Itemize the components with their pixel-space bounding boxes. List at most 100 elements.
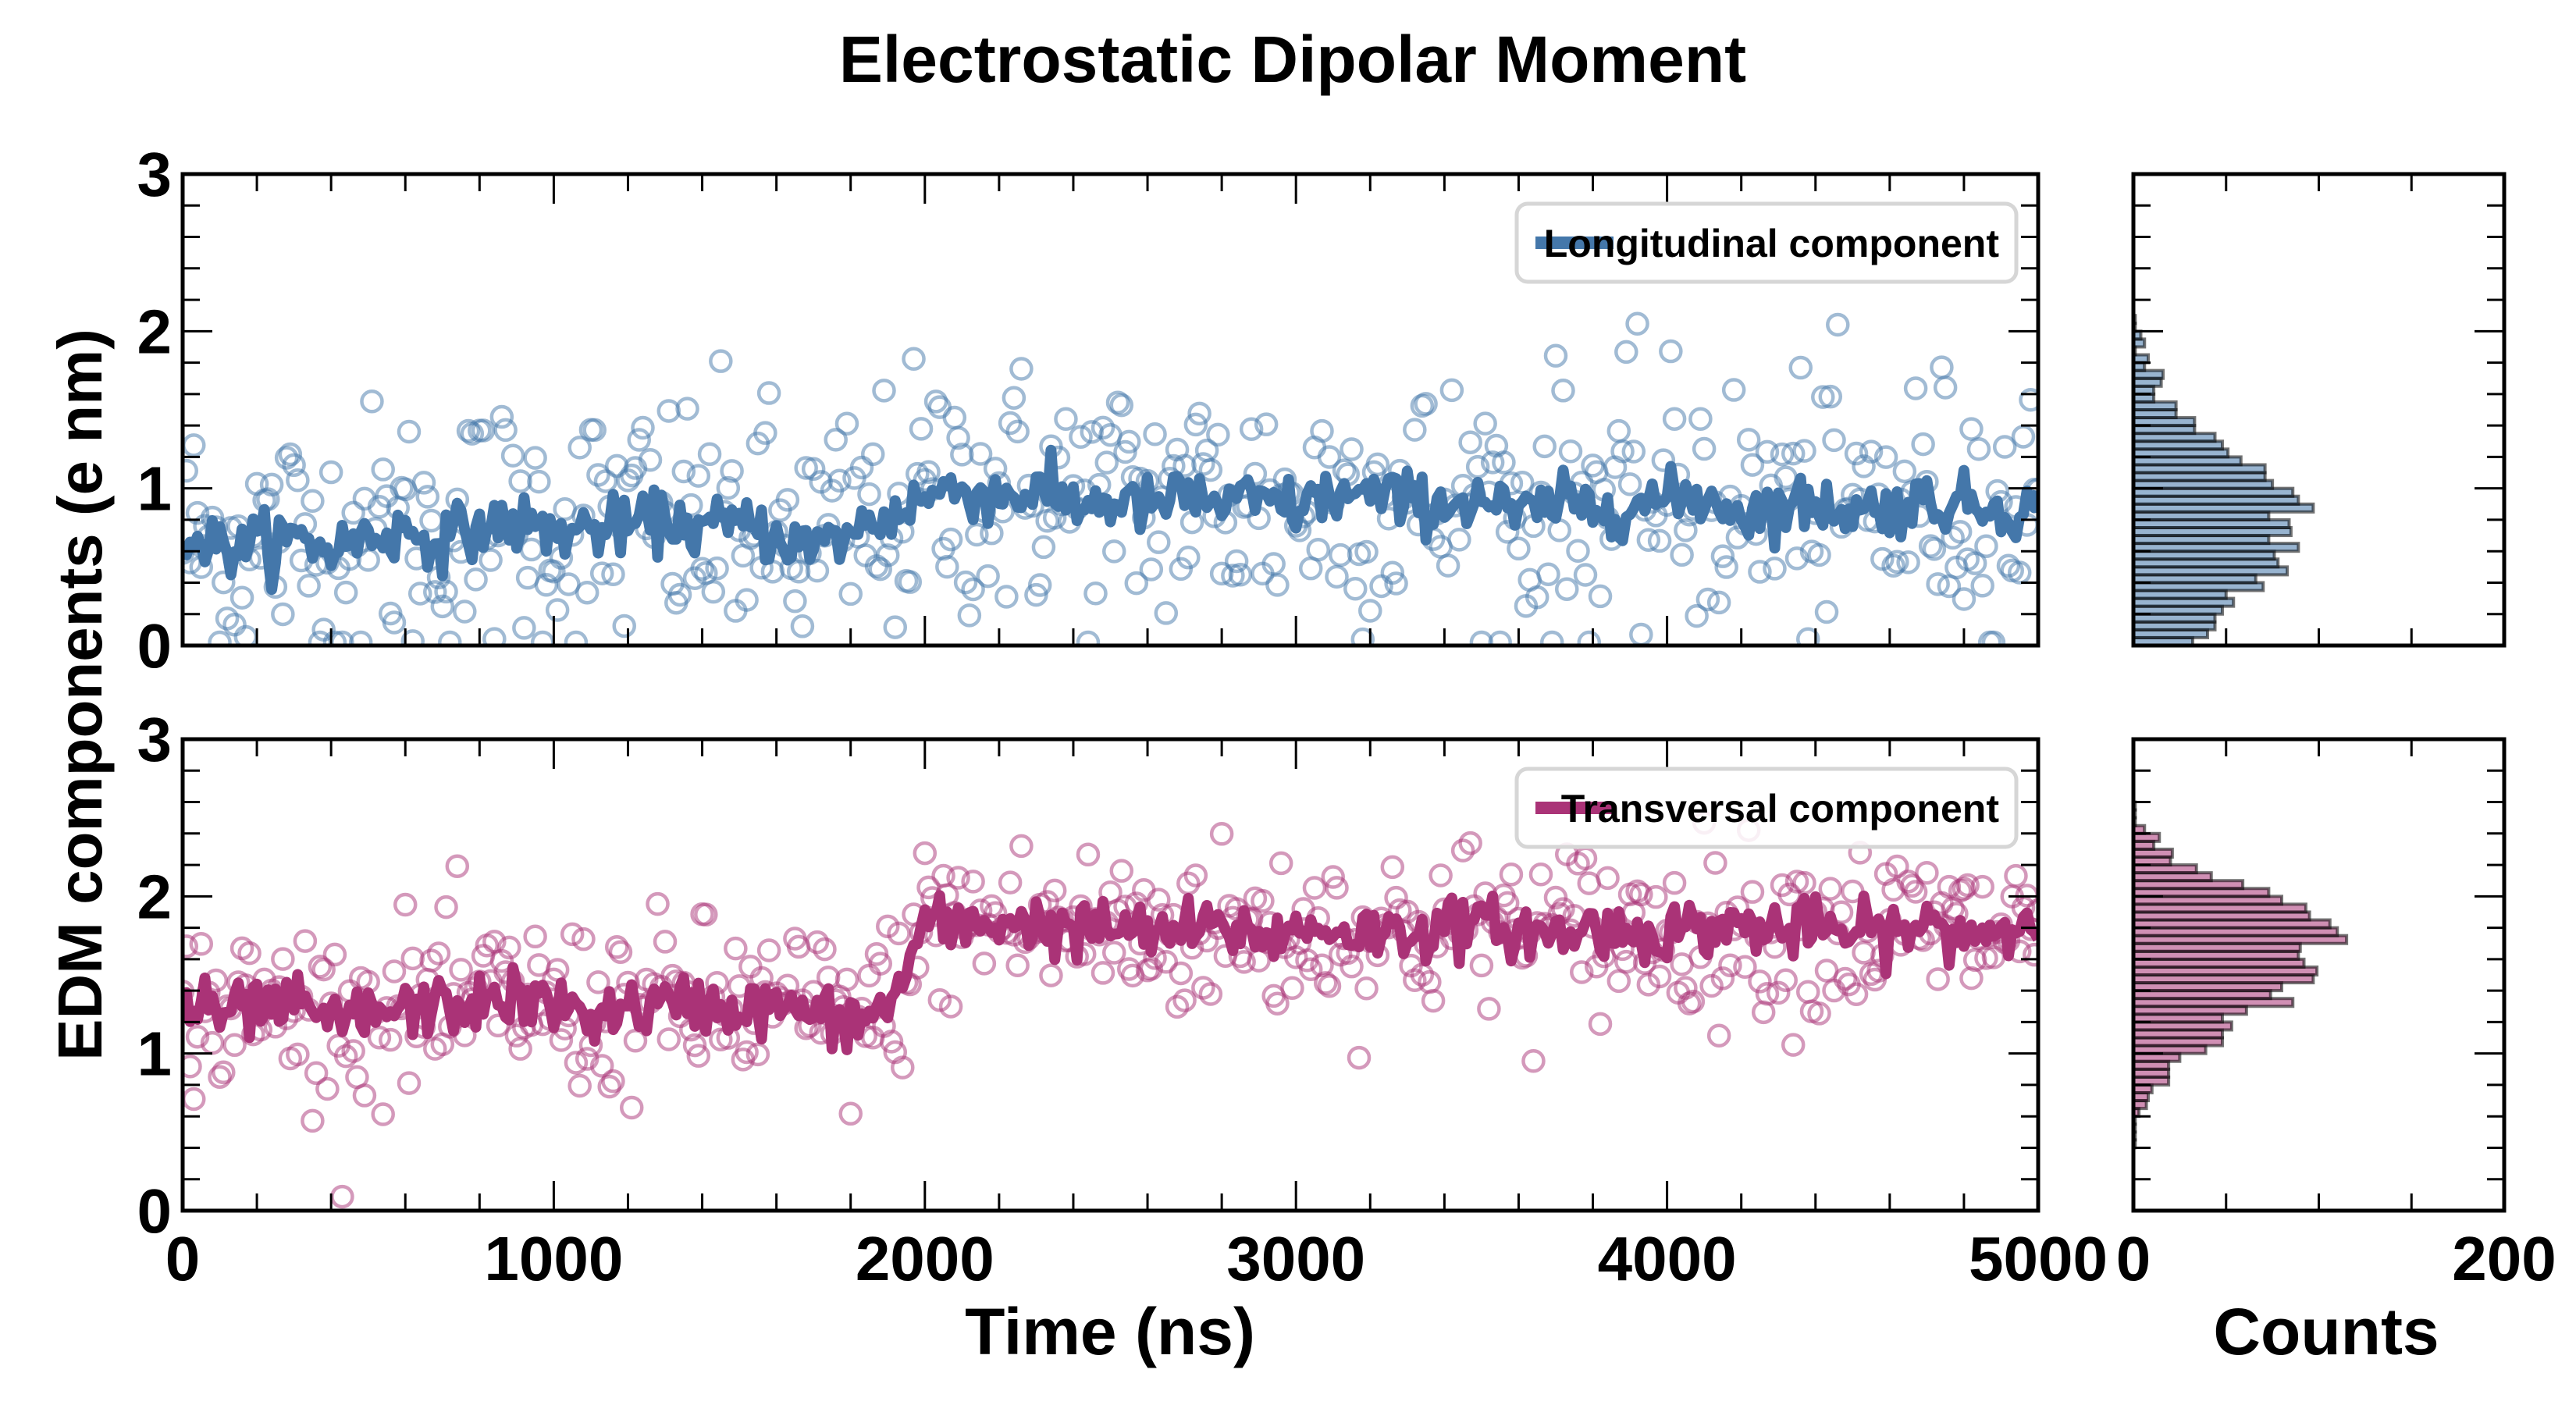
scatter-point [1306,537,1330,562]
scatter-point [1076,842,1101,867]
scatter-point [1543,343,1568,368]
scatter-point [601,562,625,587]
plot-area-longitudinal [183,311,2038,646]
scatter-point [1183,412,1208,437]
scatter-point [790,614,815,638]
scatter-point [1706,590,1731,615]
scatter-point [212,570,236,595]
scatter-point [1477,997,1501,1021]
scatter-point [360,389,384,414]
scatter-point [1109,393,1134,418]
scatter-point [382,959,407,984]
scatter-point [322,630,347,646]
scatter-point [909,417,934,441]
scatter-point [1610,439,1635,464]
scatter-point [397,1071,422,1095]
scatter-point [415,485,440,509]
scatter-point [1302,876,1327,900]
scatter-point [1740,880,1765,904]
scatter-point [1714,555,1738,579]
scatter-point [1688,407,1713,431]
scatter-point [1881,553,1905,578]
scatter-point [519,537,544,562]
scatter-point [1818,384,1843,409]
scatter-point [1952,587,1976,611]
scatter-point [1384,571,1408,596]
scatter-point [1094,450,1119,475]
scatter-point [1733,955,1757,979]
scatter-point [1647,964,1672,989]
scatter-point [1009,834,1034,859]
scatter-point [271,602,295,627]
y-tick-label: 1 [137,454,173,524]
scatter-point [568,1073,592,1098]
scatter-point [1403,418,1427,442]
scatter-point [341,1039,365,1063]
scatter-point [946,425,970,450]
scatter-point [212,1060,236,1085]
scatter-point [891,1055,915,1080]
scatter-point [426,941,451,966]
scatter-point [282,453,306,478]
scatter-point [876,543,900,567]
scatter-point [1703,851,1727,875]
running-average-line [183,444,2038,596]
scatter-point [1310,953,1334,978]
scatter-point [1685,603,1709,628]
scatter-point [1042,878,1067,903]
scatter-point [1265,991,1290,1016]
scatter-point [1606,969,1631,994]
scatter-point [1002,386,1026,410]
scatter-point [1102,941,1126,965]
scatter-point [701,579,726,604]
y-tick-label: 3 [137,140,173,209]
x-axis-label: Time (ns) [965,1295,1255,1368]
scatter-point [1228,563,1253,587]
scatter-point [1740,453,1765,477]
scatter-point [1818,877,1843,901]
scatter-point [824,428,848,452]
scatter-point [1710,966,1735,991]
scatter-point [348,630,373,646]
scatter-point [419,948,443,973]
scatter-point [1005,419,1030,444]
scatter-point [1796,627,1820,646]
scatter-point [1554,577,1579,601]
scatter-point [183,1087,206,1112]
scatter-point [619,1095,644,1120]
scatter-point [1647,528,1672,553]
scatter-point [549,1028,574,1052]
scatter-point [489,404,514,429]
scatter-point [1962,551,1987,575]
scatter-point [1076,630,1101,646]
scatter-point [1651,448,1676,472]
scatter-point [735,1040,759,1065]
scatter-point [638,447,663,472]
scatter-point [1770,442,1795,467]
legend-longitudinal: Longitudinal component [1514,201,2019,284]
scatter-point [200,1030,225,1055]
scatter-point [1629,882,1653,907]
scatter-point [868,557,893,582]
scatter-point [1547,518,1571,542]
scatter-point [1933,375,1958,400]
scatter-point [1885,854,1909,879]
scatter-point [271,947,295,971]
scatter-point [586,463,610,487]
scatter-point [1915,860,1939,885]
scatter-point [229,585,254,610]
scatter-point [834,967,859,992]
plot-frame [180,737,2041,1213]
scatter-point [278,442,303,467]
scatter-point [667,582,692,607]
histogram-transversal-hist [2131,737,2507,1213]
scatter-point [464,567,488,592]
scatter-point [1165,994,1190,1019]
scatter-point [1970,874,1994,899]
scatter-point [493,418,518,443]
scatter-point [860,442,885,467]
scatter-point [1644,884,1668,909]
scatter-point [813,937,837,962]
scatter-point [1718,953,1742,977]
scatter-point [318,460,343,485]
